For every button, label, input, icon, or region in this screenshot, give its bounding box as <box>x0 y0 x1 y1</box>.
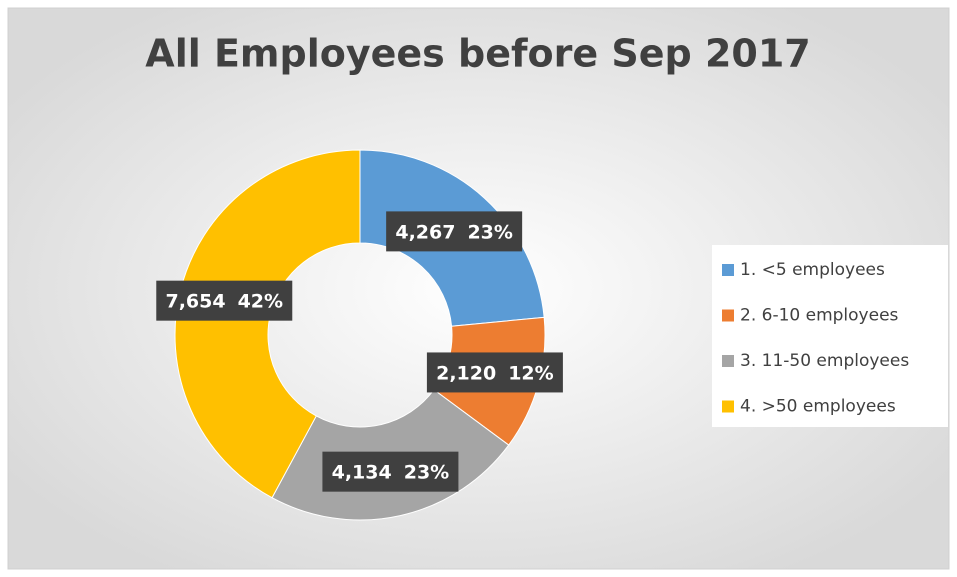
legend-label: 2. 6-10 employees <box>740 306 899 326</box>
data-label-value: 4,134 <box>332 461 392 483</box>
data-label: 4,134 23% <box>332 461 450 483</box>
data-label-percent: 42% <box>238 290 283 312</box>
data-label-percent: 12% <box>508 362 553 384</box>
legend-label: 3. 11-50 employees <box>740 351 909 371</box>
legend-swatch <box>722 264 734 276</box>
data-label: 7,654 42% <box>165 290 283 312</box>
legend-label: 4. >50 employees <box>740 397 896 417</box>
data-label-value: 4,267 <box>395 221 455 243</box>
data-label-value: 7,654 <box>165 290 225 312</box>
legend-box <box>712 245 948 427</box>
legend-swatch <box>722 355 734 367</box>
data-label-percent: 23% <box>404 461 449 483</box>
data-label-box <box>386 211 523 252</box>
data-label: 4,267 23% <box>395 221 513 243</box>
data-label-box <box>322 451 459 492</box>
legend-swatch <box>722 309 734 322</box>
data-label-value: 2,120 <box>436 362 496 384</box>
data-label-percent: 23% <box>467 221 512 243</box>
legend-swatch <box>722 400 734 413</box>
legend-label: 1. <5 employees <box>740 260 885 280</box>
data-label-box <box>426 352 563 393</box>
donut-slice <box>174 149 361 499</box>
data-label: 2,120 12% <box>436 362 554 384</box>
data-label-box <box>156 280 293 321</box>
chart-title: All Employees before Sep 2017 <box>145 32 810 76</box>
